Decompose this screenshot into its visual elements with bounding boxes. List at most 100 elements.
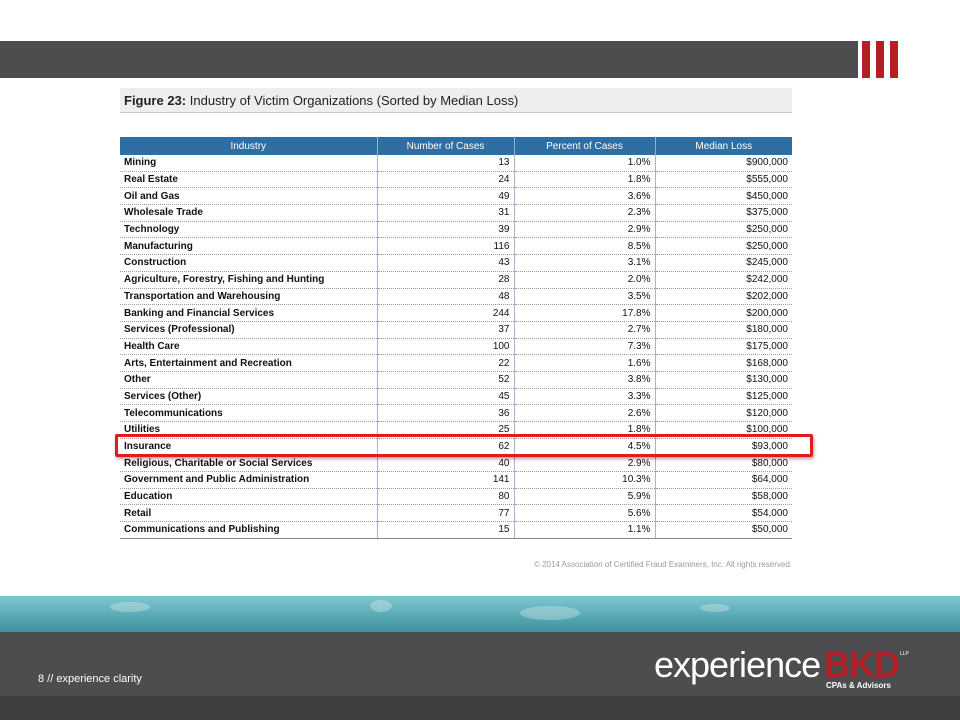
- cell-industry: Transportation and Warehousing: [120, 288, 378, 306]
- cell-industry: Construction: [120, 254, 378, 272]
- cell-industry: Retail: [120, 504, 378, 523]
- table-header-row: Industry Number of Cases Percent of Case…: [120, 137, 792, 155]
- table-row: Services (Other) 45 3.3% $125,000: [120, 388, 792, 406]
- cell-number-of-cases: 77: [377, 504, 515, 523]
- cell-percent-of-cases: 2.3%: [514, 204, 656, 222]
- page-footer-text: 8 // experience clarity: [38, 673, 142, 685]
- cell-number-of-cases: 116: [377, 237, 515, 256]
- cell-percent-of-cases: 1.6%: [514, 354, 656, 372]
- cell-number-of-cases: 37: [377, 321, 515, 339]
- cell-median-loss: $200,000: [655, 304, 792, 322]
- cell-number-of-cases: 31: [377, 204, 515, 222]
- cell-industry: Arts, Entertainment and Recreation: [120, 354, 378, 372]
- cell-percent-of-cases: 1.0%: [514, 155, 656, 172]
- cell-industry: Other: [120, 371, 378, 389]
- cell-industry: Telecommunications: [120, 404, 378, 422]
- table-row: Manufacturing 116 8.5% $250,000: [120, 237, 792, 256]
- cell-industry: Mining: [120, 155, 378, 172]
- figure-title: Figure 23: Industry of Victim Organizati…: [124, 93, 518, 108]
- cell-percent-of-cases: 17.8%: [514, 304, 656, 322]
- cell-industry: Religious, Charitable or Social Services: [120, 454, 378, 473]
- cell-median-loss: $900,000: [655, 155, 792, 172]
- cell-median-loss: $50,000: [655, 521, 792, 539]
- cell-industry: Services (Professional): [120, 321, 378, 339]
- cell-number-of-cases: 13: [377, 155, 515, 172]
- cell-median-loss: $180,000: [655, 321, 792, 339]
- cell-median-loss: $125,000: [655, 388, 792, 406]
- table-row: Arts, Entertainment and Recreation 22 1.6%…: [120, 354, 792, 372]
- cell-number-of-cases: 39: [377, 221, 515, 239]
- cell-number-of-cases: 43: [377, 254, 515, 272]
- bkd-logo: experience BKD LLP CPAs & Advisors: [654, 645, 914, 691]
- cell-percent-of-cases: 2.7%: [514, 321, 656, 339]
- cell-number-of-cases: 45: [377, 388, 515, 406]
- cell-percent-of-cases: 8.5%: [514, 237, 656, 256]
- cell-median-loss: $242,000: [655, 271, 792, 289]
- cell-number-of-cases: 49: [377, 187, 515, 206]
- table-row: Health Care 100 7.3% $175,000: [120, 338, 792, 356]
- header-number-of-cases: Number of Cases: [377, 137, 515, 155]
- cell-number-of-cases: 22: [377, 354, 515, 372]
- table-row: Mining 13 1.0% $900,000: [120, 155, 792, 172]
- cell-number-of-cases: 52: [377, 371, 515, 389]
- table-row: Oil and Gas 49 3.6% $450,000: [120, 187, 792, 206]
- header-bar: [0, 41, 858, 78]
- table-row: Education 80 5.9% $58,000: [120, 488, 792, 506]
- cell-median-loss: $64,000: [655, 471, 792, 489]
- table-row: Wholesale Trade 31 2.3% $375,000: [120, 204, 792, 222]
- cell-median-loss: $250,000: [655, 237, 792, 256]
- figure-label: Figure 23:: [124, 93, 187, 108]
- cell-percent-of-cases: 2.0%: [514, 271, 656, 289]
- cell-percent-of-cases: 10.3%: [514, 471, 656, 489]
- table-row: Religious, Charitable or Social Services…: [120, 454, 792, 473]
- cell-industry: Education: [120, 488, 378, 506]
- logo-tagline: CPAs & Advisors: [826, 681, 891, 690]
- footer-bottom-strip: [0, 696, 960, 720]
- cell-number-of-cases: 100: [377, 338, 515, 356]
- cell-industry: Services (Other): [120, 388, 378, 406]
- cell-percent-of-cases: 2.9%: [514, 454, 656, 473]
- cell-percent-of-cases: 7.3%: [514, 338, 656, 356]
- copyright-notice: © 2014 Association of Certified Fraud Ex…: [533, 560, 792, 569]
- cell-industry: Health Care: [120, 338, 378, 356]
- cell-number-of-cases: 36: [377, 404, 515, 422]
- cell-median-loss: $80,000: [655, 454, 792, 473]
- cell-industry: Agriculture, Forestry, Fishing and Hunti…: [120, 271, 378, 289]
- logo-word: experience: [654, 644, 821, 685]
- accent-bars-logo-mark: [862, 41, 902, 78]
- cell-percent-of-cases: 1.1%: [514, 521, 656, 539]
- figure-title-bar: Figure 23: Industry of Victim Organizati…: [120, 88, 792, 113]
- cell-median-loss: $250,000: [655, 221, 792, 239]
- cell-percent-of-cases: 1.8%: [514, 171, 656, 189]
- cell-percent-of-cases: 5.6%: [514, 504, 656, 523]
- cell-industry: Real Estate: [120, 171, 378, 189]
- cell-industry: Technology: [120, 221, 378, 239]
- cell-median-loss: $375,000: [655, 204, 792, 222]
- cell-number-of-cases: 40: [377, 454, 515, 473]
- table-row: Retail 77 5.6% $54,000: [120, 504, 792, 523]
- cell-median-loss: $54,000: [655, 504, 792, 523]
- table-row: Banking and Financial Services 244 17.8% $2…: [120, 304, 792, 322]
- cell-median-loss: $555,000: [655, 171, 792, 189]
- cell-percent-of-cases: 3.8%: [514, 371, 656, 389]
- cell-percent-of-cases: 2.6%: [514, 404, 656, 422]
- table-row: Communications and Publishing 15 1.1% $50,0…: [120, 521, 792, 539]
- figure-title-text: Industry of Victim Organizations (Sorted…: [189, 93, 519, 108]
- cell-median-loss: $120,000: [655, 404, 792, 422]
- cell-percent-of-cases: 5.9%: [514, 488, 656, 506]
- cell-percent-of-cases: 3.1%: [514, 254, 656, 272]
- cell-percent-of-cases: 2.9%: [514, 221, 656, 239]
- table-row: Technology 39 2.9% $250,000: [120, 221, 792, 239]
- cell-median-loss: $58,000: [655, 488, 792, 506]
- cell-median-loss: $202,000: [655, 288, 792, 306]
- cell-median-loss: $450,000: [655, 187, 792, 206]
- cell-median-loss: $175,000: [655, 338, 792, 356]
- cell-number-of-cases: 24: [377, 171, 515, 189]
- cell-number-of-cases: 15: [377, 521, 515, 539]
- header-industry: Industry: [120, 137, 378, 155]
- industry-table: Industry Number of Cases Percent of Case…: [120, 137, 792, 539]
- insurance-row-highlight: [115, 434, 813, 457]
- cell-industry: Manufacturing: [120, 237, 378, 256]
- cell-median-loss: $245,000: [655, 254, 792, 272]
- cell-number-of-cases: 28: [377, 271, 515, 289]
